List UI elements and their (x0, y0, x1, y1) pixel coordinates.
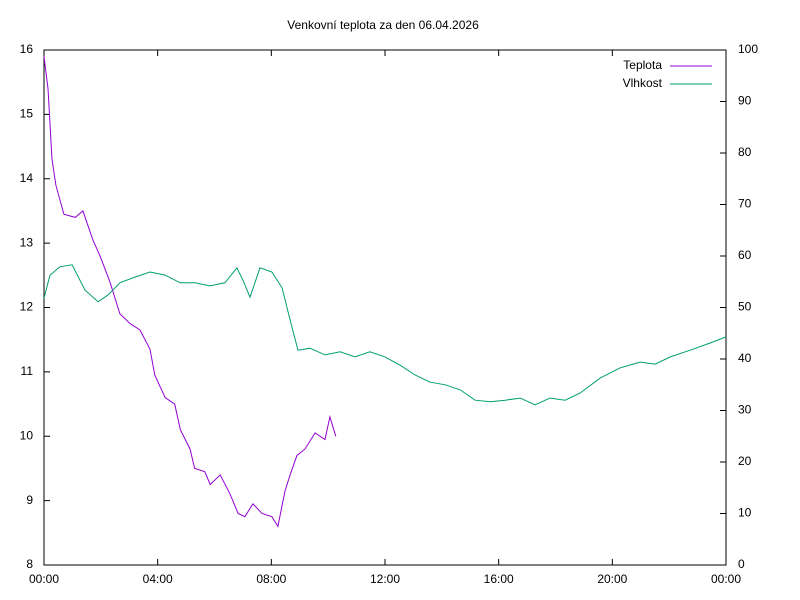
y-tick-label: 12 (20, 300, 34, 314)
y2-tick-label: 30 (738, 403, 752, 417)
y-tick-label: 11 (21, 364, 34, 378)
y-tick-label: 13 (20, 235, 34, 249)
x-tick-label: 04:00 (143, 572, 173, 586)
y2-tick-label: 50 (738, 300, 752, 314)
legend-label: Vlhkost (623, 76, 663, 90)
y2-tick-label: 0 (738, 557, 745, 571)
x-tick-label: 00:00 (29, 572, 59, 586)
y2-tick-label: 100 (738, 42, 758, 56)
x-tick-label: 08:00 (256, 572, 286, 586)
y2-tick-label: 10 (738, 506, 752, 520)
y2-tick-label: 60 (738, 248, 752, 262)
y2-tick-label: 80 (738, 145, 752, 159)
y-tick-label: 10 (20, 428, 34, 442)
y2-tick-label: 70 (738, 197, 752, 211)
y2-tick-label: 40 (738, 351, 752, 365)
x-tick-label: 00:00 (711, 572, 741, 586)
y-tick-label: 15 (20, 107, 34, 121)
y-tick-label: 16 (20, 42, 34, 56)
chart-title: Venkovní teplota za den 06.04.2026 (287, 18, 479, 32)
y2-tick-label: 90 (738, 94, 752, 108)
y-tick-label: 9 (26, 493, 33, 507)
y-tick-label: 14 (20, 171, 34, 185)
x-tick-label: 12:00 (370, 572, 400, 586)
data-line (43, 56, 337, 528)
legend-label: Teplota (623, 58, 662, 72)
y-tick-label: 8 (26, 557, 33, 571)
y2-tick-label: 20 (738, 454, 752, 468)
x-tick-label: 16:00 (484, 572, 514, 586)
data-line (43, 264, 727, 406)
x-tick-label: 20:00 (597, 572, 627, 586)
